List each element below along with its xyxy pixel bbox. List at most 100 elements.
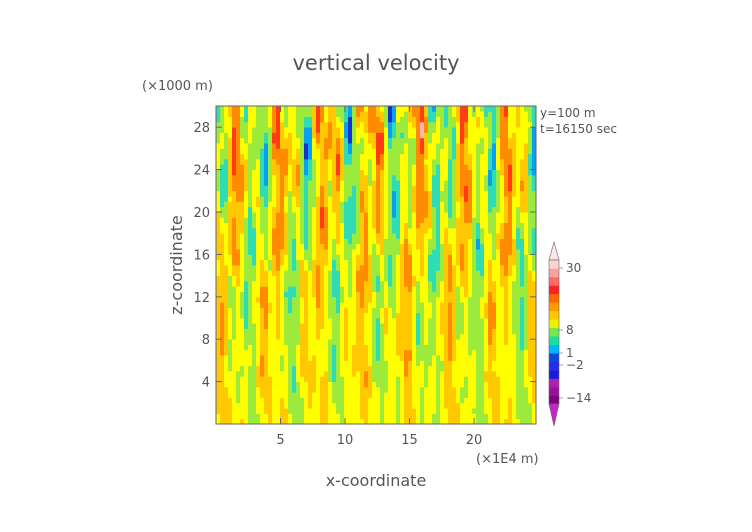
field-cell <box>252 270 257 276</box>
field-cell <box>232 238 237 245</box>
field-cell <box>396 371 401 377</box>
field-cell <box>376 280 381 287</box>
field-cell <box>388 418 393 425</box>
field-cell <box>400 344 405 351</box>
field-cell <box>348 254 353 261</box>
field-cell <box>404 233 409 239</box>
field-cell <box>224 148 229 155</box>
field-cell <box>508 127 513 133</box>
field-cell <box>228 259 233 266</box>
field-cell <box>428 148 433 155</box>
field-cell <box>456 137 461 144</box>
field-cell <box>240 302 245 308</box>
field-cell <box>464 169 469 176</box>
field-cell <box>288 381 293 388</box>
field-cell <box>432 243 437 250</box>
field-cell <box>444 365 449 372</box>
field-cell <box>368 265 373 271</box>
field-cell <box>496 206 501 213</box>
field-cell <box>460 280 465 287</box>
field-cell <box>444 259 449 266</box>
field-cell <box>276 243 281 250</box>
field-cell <box>360 127 365 133</box>
field-cell <box>524 296 529 303</box>
field-cell <box>380 222 385 229</box>
field-cell <box>484 280 489 287</box>
field-cell <box>492 360 497 367</box>
field-cell <box>500 270 505 276</box>
field-cell <box>516 233 521 239</box>
field-cell <box>220 344 225 351</box>
field-cell <box>392 212 397 218</box>
field-cell <box>260 270 265 276</box>
field-cell <box>432 397 437 404</box>
field-cell <box>480 328 485 335</box>
field-cell <box>248 291 253 298</box>
field-cell <box>288 408 293 414</box>
field-cell <box>336 106 341 112</box>
field-cell <box>472 217 477 223</box>
field-cell <box>468 275 473 282</box>
field-cell <box>376 286 381 292</box>
field-cell <box>300 227 305 234</box>
field-cell <box>464 180 469 186</box>
field-cell <box>324 180 329 186</box>
field-cell <box>444 222 449 229</box>
field-cell <box>280 137 285 144</box>
field-cell <box>328 376 333 382</box>
field-cell <box>496 408 501 414</box>
field-cell <box>300 302 305 308</box>
field-cell <box>300 323 305 329</box>
field-cell <box>352 222 357 229</box>
field-cell <box>316 159 321 165</box>
field-cell <box>404 355 409 361</box>
field-cell <box>356 280 361 287</box>
field-cell <box>336 132 341 139</box>
field-cell <box>412 392 417 398</box>
field-cell <box>480 418 485 425</box>
field-cell <box>456 164 461 170</box>
field-cell <box>328 143 333 149</box>
field-cell <box>356 365 361 372</box>
field-cell <box>248 307 253 314</box>
field-cell <box>500 206 505 213</box>
field-cell <box>252 137 257 144</box>
field-cell <box>228 413 233 420</box>
field-cell <box>508 169 513 176</box>
field-cell <box>396 280 401 287</box>
field-cell <box>232 106 237 112</box>
field-cell <box>524 174 529 181</box>
field-cell <box>456 291 461 298</box>
field-cell <box>384 233 389 239</box>
field-cell <box>268 137 273 144</box>
field-cell <box>320 402 325 409</box>
field-cell <box>332 127 337 133</box>
field-cell <box>464 355 469 361</box>
field-cell <box>524 397 529 404</box>
field-cell <box>392 185 397 192</box>
field-cell <box>412 206 417 213</box>
field-cell <box>512 270 517 276</box>
field-cell <box>272 238 277 245</box>
field-cell <box>500 275 505 282</box>
field-cell <box>520 397 525 404</box>
field-cell <box>292 323 297 329</box>
field-cell <box>496 339 501 345</box>
field-cell <box>464 201 469 208</box>
field-cell <box>224 169 229 176</box>
field-cell <box>420 121 425 128</box>
field-cell <box>244 233 249 239</box>
field-cell <box>432 148 437 155</box>
field-cell <box>376 328 381 335</box>
field-cell <box>528 302 533 308</box>
field-cell <box>448 238 453 245</box>
field-cell <box>336 408 341 414</box>
field-cell <box>224 397 229 404</box>
field-cell <box>532 397 537 404</box>
field-cell <box>256 328 261 335</box>
field-cell <box>316 286 321 292</box>
field-cell <box>272 408 277 414</box>
field-cell <box>220 365 225 372</box>
field-cell <box>496 302 501 308</box>
field-cell <box>384 132 389 139</box>
